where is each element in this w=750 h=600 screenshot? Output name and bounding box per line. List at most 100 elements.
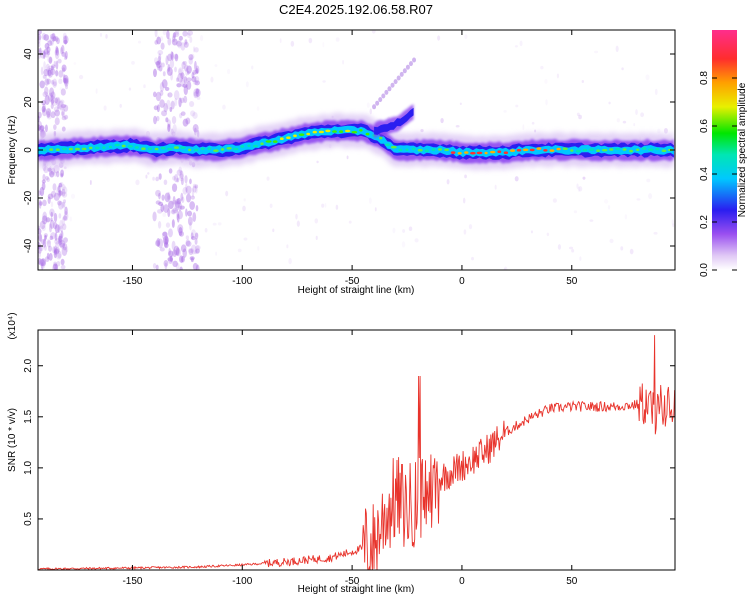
noise-speckle bbox=[159, 90, 164, 97]
noise-speckle bbox=[59, 181, 64, 188]
noise-speckle bbox=[194, 76, 200, 83]
noise-speckle bbox=[190, 232, 194, 240]
noise-speckle bbox=[155, 176, 160, 182]
branch-streak bbox=[405, 64, 410, 70]
noise-speckle bbox=[578, 186, 583, 192]
noise-speckle bbox=[175, 30, 180, 35]
ridge-core bbox=[339, 130, 344, 133]
noise-speckle bbox=[159, 81, 165, 92]
noise-speckle bbox=[46, 240, 52, 248]
ridge-core bbox=[94, 146, 100, 150]
noise-speckle bbox=[579, 256, 582, 261]
noise-speckle bbox=[154, 39, 158, 45]
noise-speckle bbox=[192, 112, 198, 119]
noise-speckle bbox=[38, 241, 41, 250]
noise-speckle bbox=[54, 49, 60, 60]
noise-speckle bbox=[621, 67, 624, 71]
noise-speckle bbox=[166, 195, 172, 201]
noise-speckle bbox=[194, 232, 199, 237]
noise-speckle bbox=[61, 216, 65, 227]
ridge-core bbox=[220, 148, 225, 151]
ridge-core bbox=[312, 130, 317, 134]
noise-speckle bbox=[164, 192, 171, 203]
noise-speckle bbox=[193, 80, 199, 86]
noise-speckle bbox=[636, 198, 641, 201]
noise-speckle bbox=[64, 51, 68, 60]
noise-speckle bbox=[179, 205, 185, 210]
noise-speckle bbox=[105, 34, 108, 39]
noise-speckle bbox=[47, 92, 53, 102]
noise-speckle bbox=[348, 220, 352, 224]
noise-speckle bbox=[57, 200, 62, 206]
noise-speckle bbox=[143, 84, 146, 89]
noise-speckle bbox=[191, 236, 196, 241]
noise-speckle bbox=[503, 266, 508, 270]
noise-speckle bbox=[99, 32, 103, 37]
snr-x-label: Height of straight line (km) bbox=[298, 584, 415, 595]
noise-speckle bbox=[616, 118, 620, 123]
noise-speckle bbox=[59, 219, 63, 230]
noise-speckle bbox=[128, 87, 132, 91]
ridge-core bbox=[596, 149, 600, 152]
noise-speckle bbox=[40, 258, 47, 267]
noise-speckle bbox=[62, 35, 69, 44]
noise-speckle bbox=[46, 238, 51, 244]
branch-streak bbox=[390, 82, 395, 88]
noise-speckle bbox=[182, 248, 187, 258]
noise-speckle bbox=[54, 231, 58, 242]
noise-speckle bbox=[38, 245, 42, 254]
noise-speckle bbox=[187, 70, 190, 75]
noise-speckle bbox=[172, 207, 179, 214]
noise-speckle bbox=[194, 238, 198, 245]
ridge-core bbox=[55, 148, 60, 151]
noise-speckle bbox=[155, 240, 161, 247]
noise-speckle bbox=[371, 30, 376, 34]
ridge-core bbox=[272, 140, 278, 143]
noise-speckle bbox=[50, 190, 57, 198]
noise-speckle bbox=[54, 264, 58, 270]
noise-speckle bbox=[177, 224, 184, 234]
noise-speckle bbox=[64, 35, 67, 45]
noise-speckle bbox=[455, 124, 460, 128]
noise-speckle bbox=[167, 123, 171, 133]
noise-speckle bbox=[167, 93, 170, 97]
noise-speckle bbox=[192, 185, 197, 193]
ridge-core bbox=[226, 147, 232, 150]
noise-speckle bbox=[41, 215, 48, 225]
noise-speckle bbox=[174, 53, 179, 62]
noise-speckle bbox=[178, 35, 183, 41]
noise-speckle bbox=[60, 230, 64, 239]
noise-speckle bbox=[58, 235, 62, 244]
noise-speckle bbox=[38, 257, 42, 265]
noise-speckle bbox=[368, 197, 372, 204]
noise-speckle bbox=[225, 190, 229, 197]
noise-speckle bbox=[42, 199, 47, 207]
ridge-core bbox=[88, 146, 93, 150]
noise-speckle bbox=[57, 185, 61, 193]
noise-speckle bbox=[58, 201, 64, 210]
noise-speckle bbox=[569, 246, 574, 250]
noise-speckle bbox=[576, 112, 580, 117]
noise-speckle bbox=[63, 39, 68, 45]
noise-speckle bbox=[51, 65, 54, 71]
colorbar-tick-label: 0.0 bbox=[699, 263, 710, 277]
noise-speckle bbox=[172, 196, 176, 205]
noise-speckle bbox=[53, 248, 60, 255]
ridge-core bbox=[655, 147, 660, 151]
noise-speckle bbox=[162, 71, 166, 77]
noise-speckle bbox=[308, 37, 313, 44]
noise-speckle bbox=[70, 193, 76, 199]
noise-speckle bbox=[61, 188, 66, 197]
ridge-core bbox=[431, 148, 436, 151]
ridge-core bbox=[405, 148, 409, 152]
colorbar-label: Normalized spectral amplitude bbox=[737, 82, 748, 217]
noise-speckle bbox=[50, 232, 56, 240]
noise-speckle bbox=[52, 246, 56, 254]
noise-speckle bbox=[322, 80, 326, 83]
noise-speckle bbox=[164, 262, 168, 270]
noise-speckle bbox=[38, 225, 41, 231]
noise-speckle bbox=[530, 230, 533, 234]
spectrogram-x-tick-label: -150 bbox=[122, 276, 142, 287]
noise-speckle bbox=[552, 198, 557, 203]
noise-speckle bbox=[191, 72, 195, 79]
